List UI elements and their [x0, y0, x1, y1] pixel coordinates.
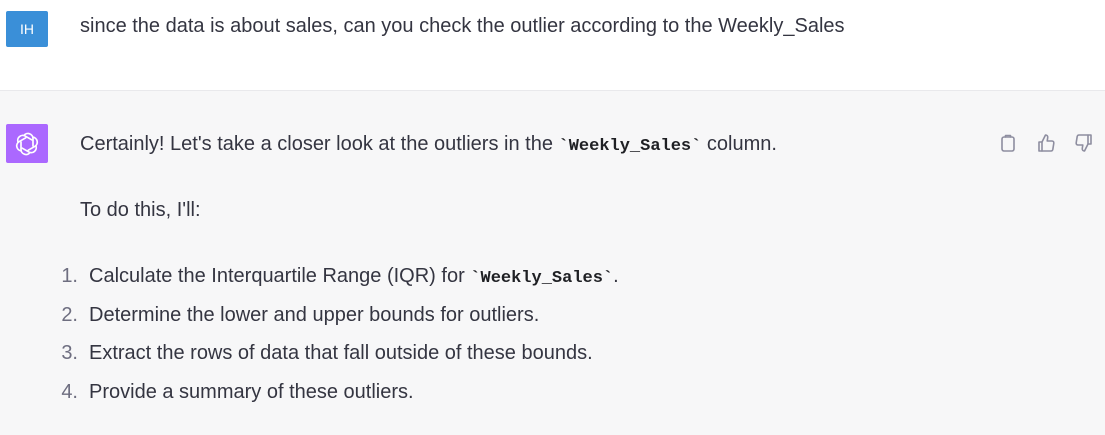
- openai-logo-icon: [6, 124, 48, 163]
- copy-icon: [1001, 134, 1015, 152]
- intro-text-before: Certainly! Let's take a closer look at t…: [80, 133, 559, 155]
- list-item: 2. Determine the lower and upper bounds f…: [50, 302, 619, 341]
- plan-intro-text: To do this, I'll:: [80, 199, 201, 221]
- user-message: IH since the data is about sales, can yo…: [0, 0, 1105, 91]
- thumbs-down-icon: [1075, 134, 1092, 152]
- step-text: Calculate the Interquartile Range (IQR) …: [89, 265, 471, 287]
- list-item: 4. Provide a summary of these outliers.: [50, 379, 619, 418]
- step-text: Determine the lower and upper bounds for…: [89, 303, 540, 326]
- copy-button[interactable]: [994, 129, 1022, 157]
- step-number: 4.: [61, 380, 78, 403]
- steps-list: 1. Calculate the Interquartile Range (IQR…: [50, 263, 619, 418]
- user-avatar-initials: IH: [20, 21, 34, 37]
- user-avatar: IH: [6, 11, 48, 47]
- step-number: 3.: [61, 342, 78, 364]
- step-text: Extract the rows of data that fall outsi…: [89, 342, 593, 364]
- step-number: 1.: [61, 265, 78, 287]
- thumbs-down-button[interactable]: [1070, 129, 1098, 157]
- intro-text-after: column.: [701, 133, 777, 155]
- list-item: 3. Extract the rows of data that fall out…: [50, 340, 619, 379]
- step-code-weekly-sales: `Weekly_Sales`: [470, 269, 614, 288]
- step-text: Provide a summary of these outliers.: [89, 380, 414, 403]
- step-text-after: .: [613, 265, 619, 287]
- thumbs-up-button[interactable]: [1032, 129, 1060, 157]
- message-actions: [994, 129, 1098, 157]
- assistant-intro-text: Certainly! Let's take a closer look at t…: [80, 131, 777, 160]
- list-item: 1. Calculate the Interquartile Range (IQR…: [50, 263, 619, 302]
- thumbs-up-icon: [1038, 134, 1055, 152]
- intro-code-weekly-sales: `Weekly_Sales`: [558, 137, 702, 156]
- assistant-message: Certainly! Let's take a closer look at t…: [0, 91, 1105, 435]
- user-message-text: since the data is about sales, can you c…: [80, 15, 845, 37]
- step-number: 2.: [61, 303, 78, 326]
